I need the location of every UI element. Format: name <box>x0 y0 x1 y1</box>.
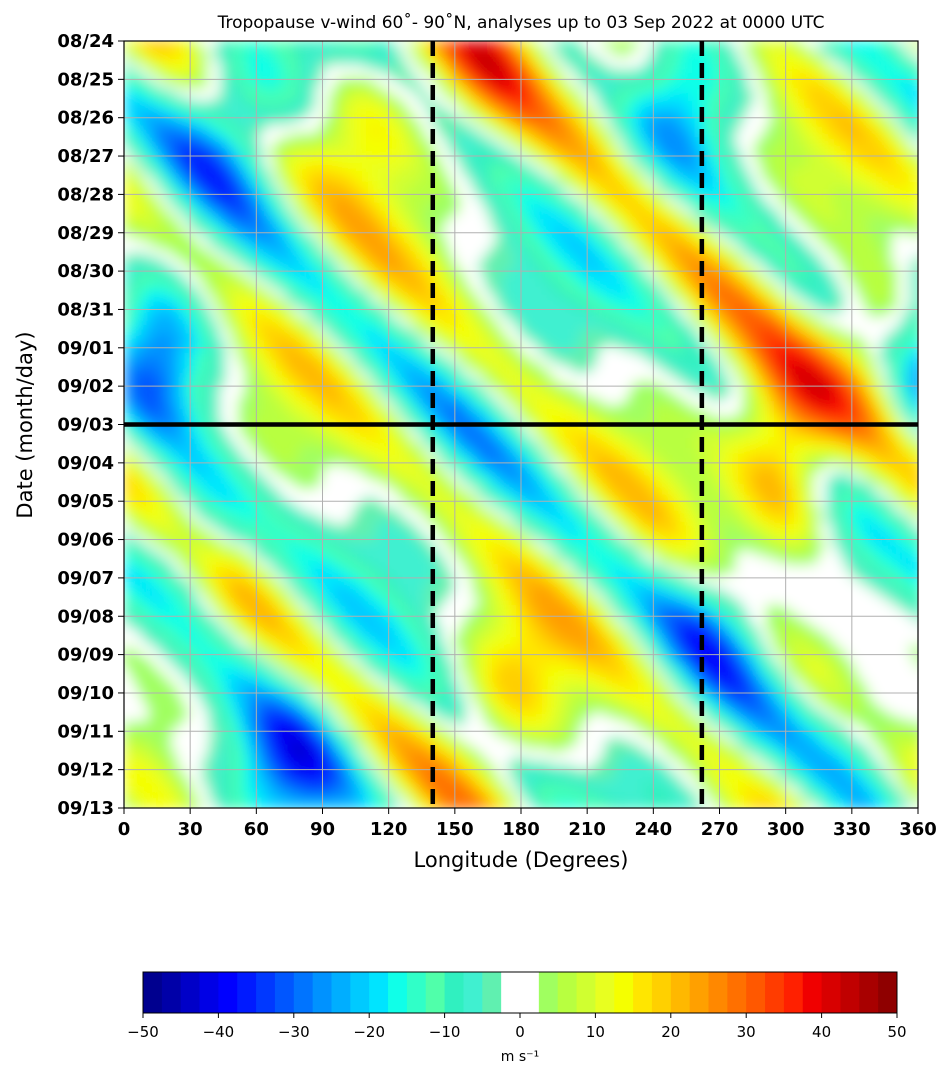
x-tick-label: 150 <box>436 819 474 840</box>
colorbar: −50 −40 −30 −20 −10 0 10 20 30 40 50 <box>127 972 906 1041</box>
colorbar-swatch <box>784 972 803 1013</box>
colorbar-tick-label: −40 <box>203 1023 235 1041</box>
colorbar-swatch <box>350 972 369 1013</box>
colorbar-tick-label: 20 <box>661 1023 680 1041</box>
colorbar-swatch <box>181 972 200 1013</box>
colorbar-swatch <box>690 972 709 1013</box>
colorbar-swatch <box>237 972 256 1013</box>
y-tick-label: 09/01 <box>57 338 114 359</box>
y-tick-label: 08/24 <box>57 31 114 52</box>
x-tick-label: 240 <box>635 819 673 840</box>
y-tick-label: 09/04 <box>57 453 114 474</box>
y-tick-label: 09/07 <box>57 568 114 589</box>
y-tick-label: 09/13 <box>57 798 114 819</box>
colorbar-swatch <box>332 972 351 1013</box>
y-axis-label: Date (month/day) <box>13 331 37 518</box>
y-axis: 08/24 08/25 08/26 08/27 08/28 08/29 08/30 08/31… <box>57 31 124 819</box>
colorbar-swatch <box>840 972 859 1013</box>
x-tick-label: 180 <box>502 819 540 840</box>
colorbar-swatch <box>803 972 822 1013</box>
colorbar-swatch <box>482 972 501 1013</box>
x-tick-label: 120 <box>370 819 408 840</box>
x-tick-label: 60 <box>244 819 269 840</box>
colorbar-tick-label: 10 <box>586 1023 605 1041</box>
colorbar-swatch <box>218 972 237 1013</box>
colorbar-swatch <box>294 972 313 1013</box>
colorbar-swatch <box>595 972 614 1013</box>
colorbar-tick-label: −50 <box>127 1023 159 1041</box>
colorbar-swatch <box>369 972 388 1013</box>
colorbar-swatch <box>822 972 841 1013</box>
y-tick-label: 09/05 <box>57 491 114 512</box>
colorbar-swatch <box>162 972 181 1013</box>
colorbar-swatch <box>671 972 690 1013</box>
x-tick-label: 30 <box>178 819 203 840</box>
colorbar-swatch <box>463 972 482 1013</box>
x-tick-label: 300 <box>767 819 805 840</box>
y-tick-label: 09/11 <box>57 721 114 742</box>
colorbar-swatch <box>501 972 539 1013</box>
y-tick-label: 09/09 <box>57 645 114 666</box>
y-tick-label: 08/29 <box>57 223 114 244</box>
colorbar-swatch <box>859 972 878 1013</box>
colorbar-tick-label: −30 <box>278 1023 310 1041</box>
colorbar-swatch <box>275 972 294 1013</box>
x-axis: 0 30 60 90 120 150 180 210 240 270 300 330 360 <box>118 808 937 840</box>
colorbar-tick-label: 40 <box>812 1023 831 1041</box>
x-tick-label: 90 <box>310 819 335 840</box>
y-tick-label: 09/10 <box>57 683 114 704</box>
y-tick-label: 08/25 <box>57 69 114 90</box>
colorbar-tick-label: 50 <box>887 1023 906 1041</box>
y-tick-label: 09/02 <box>57 376 114 397</box>
y-tick-label: 08/31 <box>57 299 114 320</box>
colorbar-tick-label: −10 <box>429 1023 461 1041</box>
y-tick-label: 08/26 <box>57 108 114 129</box>
y-tick-label: 09/08 <box>57 606 114 627</box>
colorbar-swatch <box>539 972 558 1013</box>
x-tick-label: 270 <box>701 819 739 840</box>
y-tick-label: 08/30 <box>57 261 114 282</box>
y-tick-label: 09/03 <box>57 415 114 436</box>
colorbar-swatch <box>388 972 407 1013</box>
colorbar-swatch <box>407 972 426 1013</box>
y-tick-label: 08/27 <box>57 146 114 167</box>
x-tick-label: 0 <box>118 819 131 840</box>
colorbar-swatch <box>558 972 577 1013</box>
colorbar-swatch <box>426 972 445 1013</box>
colorbar-swatch <box>727 972 746 1013</box>
y-tick-label: 08/28 <box>57 184 114 205</box>
colorbar-swatch <box>878 972 897 1013</box>
y-tick-label: 09/12 <box>57 760 114 781</box>
colorbar-tick-label: 0 <box>515 1023 525 1041</box>
colorbar-swatch <box>614 972 633 1013</box>
colorbar-swatch <box>633 972 652 1013</box>
colorbar-tick-label: 30 <box>737 1023 756 1041</box>
colorbar-swatch <box>746 972 765 1013</box>
colorbar-swatch <box>445 972 464 1013</box>
chart-title: Tropopause v-wind 60˚- 90˚N, analyses up… <box>217 12 825 33</box>
colorbar-swatch <box>765 972 784 1013</box>
colorbar-tick-label: −20 <box>353 1023 385 1041</box>
colorbar-swatch <box>200 972 219 1013</box>
colorbar-swatch <box>256 972 275 1013</box>
colorbar-swatch <box>577 972 596 1013</box>
colorbar-swatch <box>652 972 671 1013</box>
colorbar-swatch <box>709 972 728 1013</box>
colorbar-swatch <box>313 972 332 1013</box>
colorbar-label: m s⁻¹ <box>501 1049 539 1065</box>
y-tick-label: 09/06 <box>57 530 114 551</box>
x-tick-label: 210 <box>568 819 606 840</box>
x-tick-label: 330 <box>833 819 871 840</box>
x-tick-label: 360 <box>899 819 937 840</box>
colorbar-swatch <box>143 972 162 1013</box>
x-axis-label: Longitude (Degrees) <box>414 848 629 872</box>
